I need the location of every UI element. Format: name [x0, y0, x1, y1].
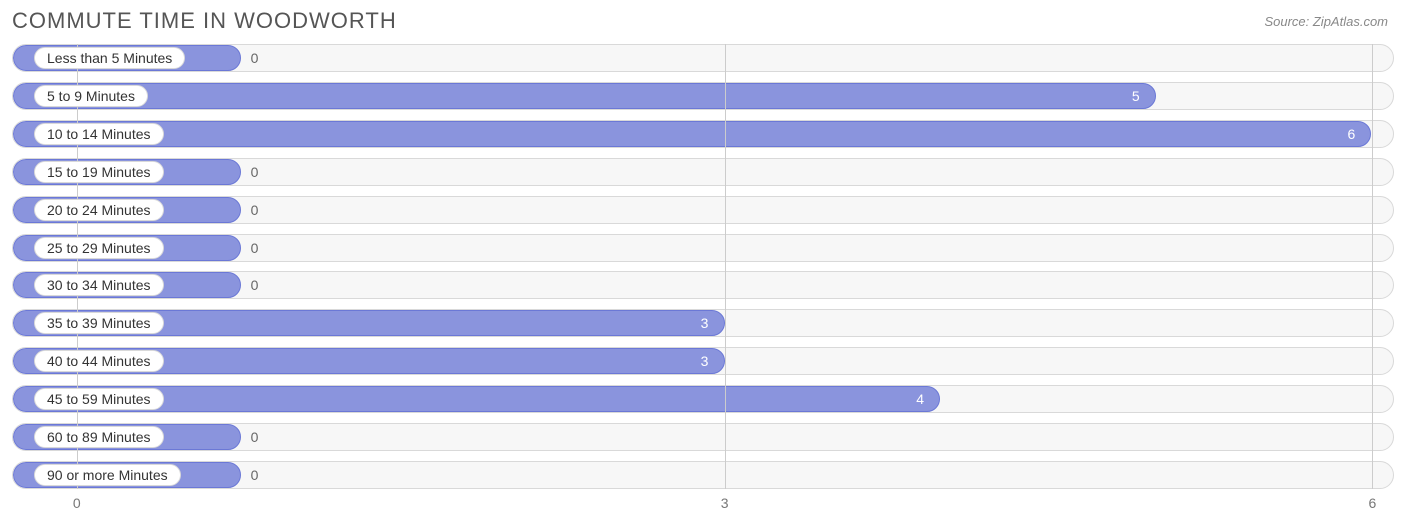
- bar-row: 3 40 to 44 Minutes: [12, 347, 1394, 375]
- bar-value-label: 6: [1347, 126, 1355, 142]
- x-axis-tick: 3: [721, 495, 729, 511]
- bar-value-label: 5: [1132, 88, 1140, 104]
- gridline: [1372, 44, 1373, 489]
- bar-track: 4: [12, 385, 1394, 413]
- bar-fill: [13, 121, 1371, 147]
- bar-track: 0: [12, 196, 1394, 224]
- gridline: [725, 44, 726, 489]
- chart-title: COMMUTE TIME IN WOODWORTH: [12, 8, 397, 34]
- x-axis: 0 3 6: [12, 495, 1394, 515]
- bar-value-label: 0: [251, 202, 259, 218]
- x-axis-tick: 6: [1369, 495, 1377, 511]
- bar-category-label: 15 to 19 Minutes: [34, 161, 164, 183]
- bar-row: 0 60 to 89 Minutes: [12, 423, 1394, 451]
- bar-row: 0 90 or more Minutes: [12, 461, 1394, 489]
- bar-row: 0 25 to 29 Minutes: [12, 234, 1394, 262]
- bar-value-label: 0: [251, 50, 259, 66]
- bar-value-label: 0: [251, 429, 259, 445]
- bar-row: 0 20 to 24 Minutes: [12, 196, 1394, 224]
- bar-track: 6: [12, 120, 1394, 148]
- bars-container: 0 Less than 5 Minutes 5 5 to 9 Minutes 6 10 t…: [12, 44, 1394, 489]
- bar-track: 0: [12, 271, 1394, 299]
- bar-value-label: 3: [701, 353, 709, 369]
- bar-category-label: 35 to 39 Minutes: [34, 312, 164, 334]
- bar-row: 3 35 to 39 Minutes: [12, 309, 1394, 337]
- bar-track: 3: [12, 309, 1394, 337]
- bar-row: 4 45 to 59 Minutes: [12, 385, 1394, 413]
- chart-plot-area: 0 Less than 5 Minutes 5 5 to 9 Minutes 6 10 t…: [12, 44, 1394, 489]
- bar-category-label: 25 to 29 Minutes: [34, 237, 164, 259]
- bar-track: 0: [12, 44, 1394, 72]
- bar-category-label: 40 to 44 Minutes: [34, 350, 164, 372]
- bar-track: 5: [12, 82, 1394, 110]
- bar-category-label: Less than 5 Minutes: [34, 47, 185, 69]
- bar-track: 0: [12, 423, 1394, 451]
- bar-value-label: 3: [701, 315, 709, 331]
- bar-row: 6 10 to 14 Minutes: [12, 120, 1394, 148]
- bar-value-label: 0: [251, 277, 259, 293]
- x-axis-tick: 0: [73, 495, 81, 511]
- bar-value-label: 4: [916, 391, 924, 407]
- bar-track: 0: [12, 234, 1394, 262]
- bar-track: 0: [12, 158, 1394, 186]
- bar-category-label: 45 to 59 Minutes: [34, 388, 164, 410]
- bar-fill: [13, 83, 1156, 109]
- bar-row: 0 15 to 19 Minutes: [12, 158, 1394, 186]
- bar-row: 0 30 to 34 Minutes: [12, 271, 1394, 299]
- bar-value-label: 0: [251, 467, 259, 483]
- bar-track: 3: [12, 347, 1394, 375]
- bar-value-label: 0: [251, 164, 259, 180]
- bar-category-label: 30 to 34 Minutes: [34, 274, 164, 296]
- bar-value-label: 0: [251, 240, 259, 256]
- bar-category-label: 20 to 24 Minutes: [34, 199, 164, 221]
- bar-category-label: 10 to 14 Minutes: [34, 123, 164, 145]
- bar-category-label: 90 or more Minutes: [34, 464, 181, 486]
- bar-track: 0: [12, 461, 1394, 489]
- gridline: [77, 44, 78, 489]
- source-attribution: Source: ZipAtlas.com: [1264, 14, 1388, 29]
- bar-category-label: 60 to 89 Minutes: [34, 426, 164, 448]
- bar-row: 5 5 to 9 Minutes: [12, 82, 1394, 110]
- bar-category-label: 5 to 9 Minutes: [34, 85, 148, 107]
- bar-row: 0 Less than 5 Minutes: [12, 44, 1394, 72]
